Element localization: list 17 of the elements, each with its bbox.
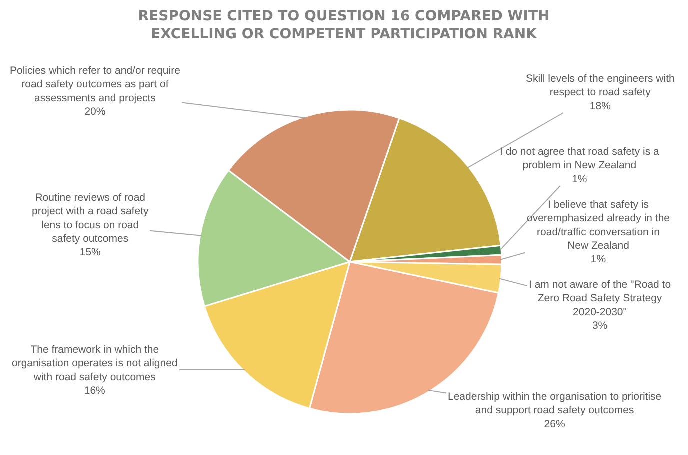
slice-label: The framework in which the organisation operates is not aligned with road safety outcomes <box>12 344 178 384</box>
data-label: 20% <box>84 106 106 118</box>
slice-label: Leadership within the organisation to prioritise and support road safety outcomes <box>448 391 662 417</box>
data-label: 16% <box>84 384 106 397</box>
slice-label: Routine reviews of road project with a road safety lens to focus on road safety outcomes <box>32 192 150 245</box>
slice-label: Policies which refer to and/or require road safety outcomes as part of assessments and projects <box>10 65 181 104</box>
slice-label: I do not agree that road safety is a problem in New Zealand <box>500 146 660 172</box>
data-label: 3% <box>592 320 608 332</box>
slice-label: I believe that safety is overemphasized already in the road/traffic conversation in New Zealand <box>527 199 670 252</box>
data-label: 1% <box>590 254 606 266</box>
data-label: 15% <box>80 246 101 259</box>
data-label: 1% <box>572 173 588 186</box>
data-label: 18% <box>590 100 611 112</box>
chart-title: RESPONSE CITED TO QUESTION 16 COMPARED WITH EXCELLING OR COMPETENT PARTICIPATION RANK <box>138 8 550 43</box>
data-label: 26% <box>544 418 566 430</box>
slice-label: Skill levels of the engineers with respect to road safety <box>526 73 675 99</box>
slice-label: I am not aware of the "Road to Zero Road Safety Strategy 2020-2030" <box>529 279 672 318</box>
